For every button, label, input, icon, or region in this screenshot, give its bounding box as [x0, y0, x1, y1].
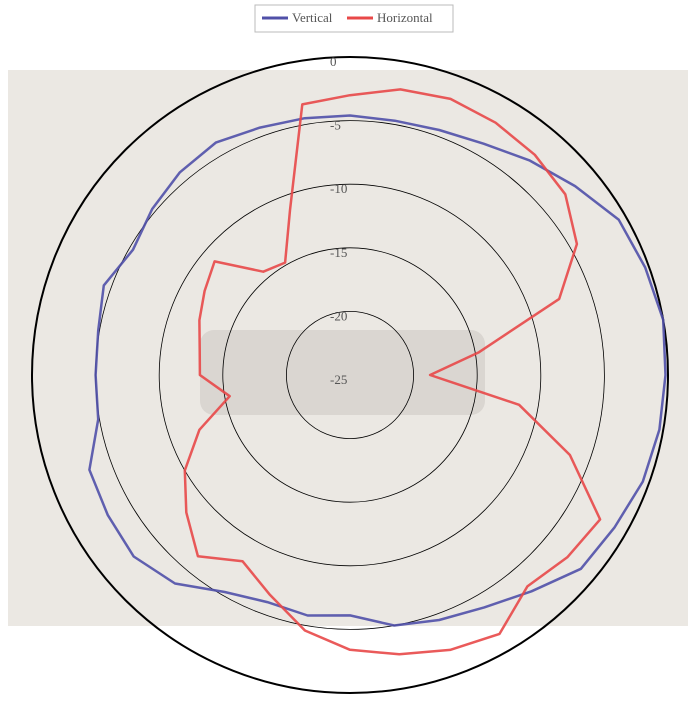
r-tick-label: -25	[330, 372, 347, 387]
legend-label: Vertical	[292, 10, 333, 25]
r-tick-label: -10	[330, 181, 347, 196]
legend-label: Horizontal	[377, 10, 433, 25]
chart: 0 -5 -10 -15 -20 -25 Vertical Horizontal	[0, 0, 691, 699]
r-tick-label: 0	[330, 54, 337, 69]
r-tick-label: -15	[330, 245, 347, 260]
r-tick-label: -20	[330, 308, 347, 323]
r-tick-label: -5	[330, 118, 341, 133]
page: 0-5-10-15-20-25 VerticalHorizontal (() =…	[0, 0, 691, 699]
